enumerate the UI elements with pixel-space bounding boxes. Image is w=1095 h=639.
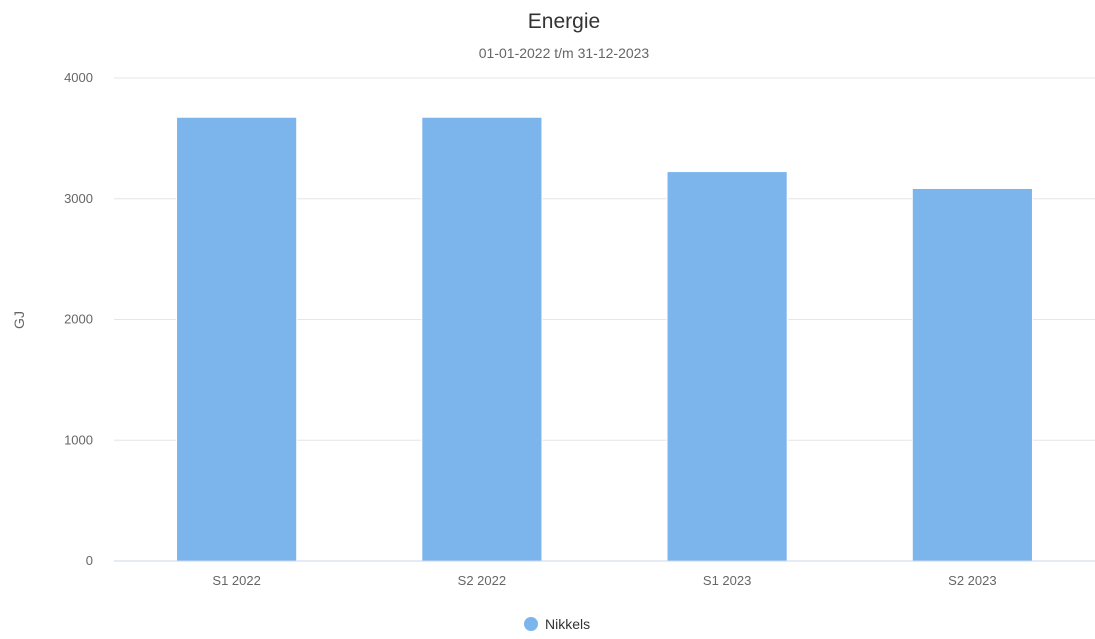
bar-s1-2023[interactable]	[666, 171, 788, 562]
y-axis-ticks: 0 1000 2000 3000 4000	[64, 70, 93, 568]
x-axis-ticks: S1 2022 S2 2022 S1 2023 S2 2023	[212, 573, 996, 588]
y-tick-label: 1000	[64, 432, 93, 447]
bar-series	[176, 116, 1033, 562]
x-tick-label: S2 2023	[948, 573, 996, 588]
y-axis-label: GJ	[11, 311, 27, 329]
x-tick-label: S1 2023	[703, 573, 751, 588]
legend-marker[interactable]	[524, 617, 538, 631]
chart-subtitle: 01-01-2022 t/m 31-12-2023	[479, 45, 650, 61]
bar-s1-2022[interactable]	[176, 116, 298, 562]
bar-s2-2023[interactable]	[911, 187, 1033, 562]
y-tick-label: 4000	[64, 70, 93, 85]
y-tick-label: 0	[86, 553, 93, 568]
chart-title: Energie	[528, 10, 600, 33]
y-tick-label: 3000	[64, 191, 93, 206]
x-tick-label: S2 2022	[458, 573, 506, 588]
legend-label[interactable]: Nikkels	[545, 616, 590, 632]
legend[interactable]: Nikkels	[524, 616, 590, 632]
x-tick-label: S1 2022	[212, 573, 260, 588]
y-tick-label: 2000	[64, 312, 93, 327]
bar-s2-2022[interactable]	[421, 116, 543, 562]
